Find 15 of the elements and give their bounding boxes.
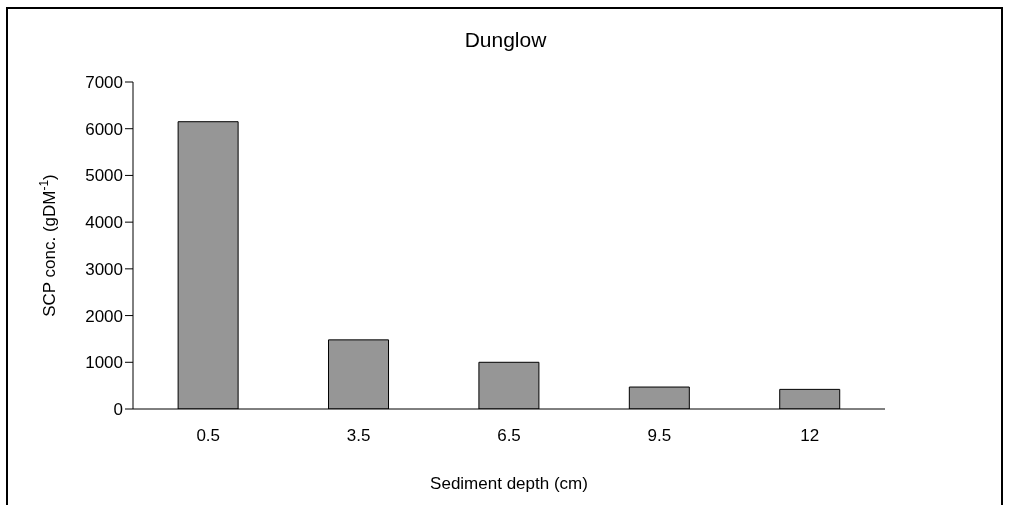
y-tick-label: 7000 bbox=[85, 73, 123, 93]
x-tick-label: 9.5 bbox=[647, 426, 672, 446]
y-tick-label: 0 bbox=[113, 400, 123, 420]
y-tick-label: 5000 bbox=[85, 166, 123, 186]
x-tick-label: 12 bbox=[800, 426, 820, 446]
x-tick-label: 6.5 bbox=[497, 426, 521, 446]
x-tick-label: 0.5 bbox=[196, 426, 221, 446]
x-tick-label: 3.5 bbox=[346, 426, 371, 446]
y-tick-label: 4000 bbox=[85, 213, 123, 233]
y-tick-label: 2000 bbox=[85, 306, 123, 326]
y-tick-label: 1000 bbox=[85, 353, 123, 373]
y-tick-label: 3000 bbox=[85, 259, 123, 279]
x-axis-title: Sediment depth (cm) bbox=[430, 474, 588, 493]
y-tick-label: 6000 bbox=[85, 119, 123, 139]
chart-title: Dunglow bbox=[463, 28, 548, 52]
